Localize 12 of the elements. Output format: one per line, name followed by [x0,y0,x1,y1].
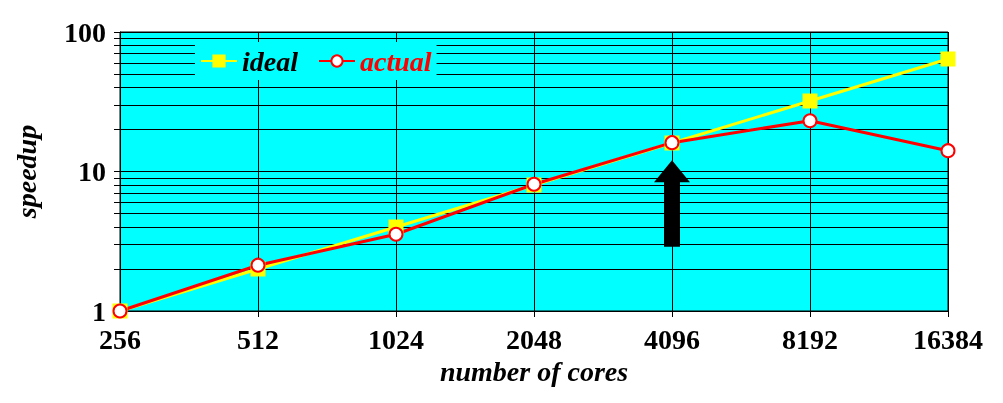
legend-label: actual [359,45,432,77]
x-axis-title: number of cores [439,356,629,388]
x-tick-label: 4096 [644,323,700,355]
x-tick-label: 512 [237,323,279,355]
x-tick-label: 8192 [782,323,838,355]
x-tick-label: 2048 [506,323,562,355]
legend-label: ideal [242,45,299,77]
x-tick-label: 16384 [913,323,983,355]
y-tick-label: 100 [64,16,106,48]
y-tick-label: 10 [78,156,106,187]
y-axis-title: speedup [10,124,42,220]
x-tick-label: 1024 [368,323,424,355]
